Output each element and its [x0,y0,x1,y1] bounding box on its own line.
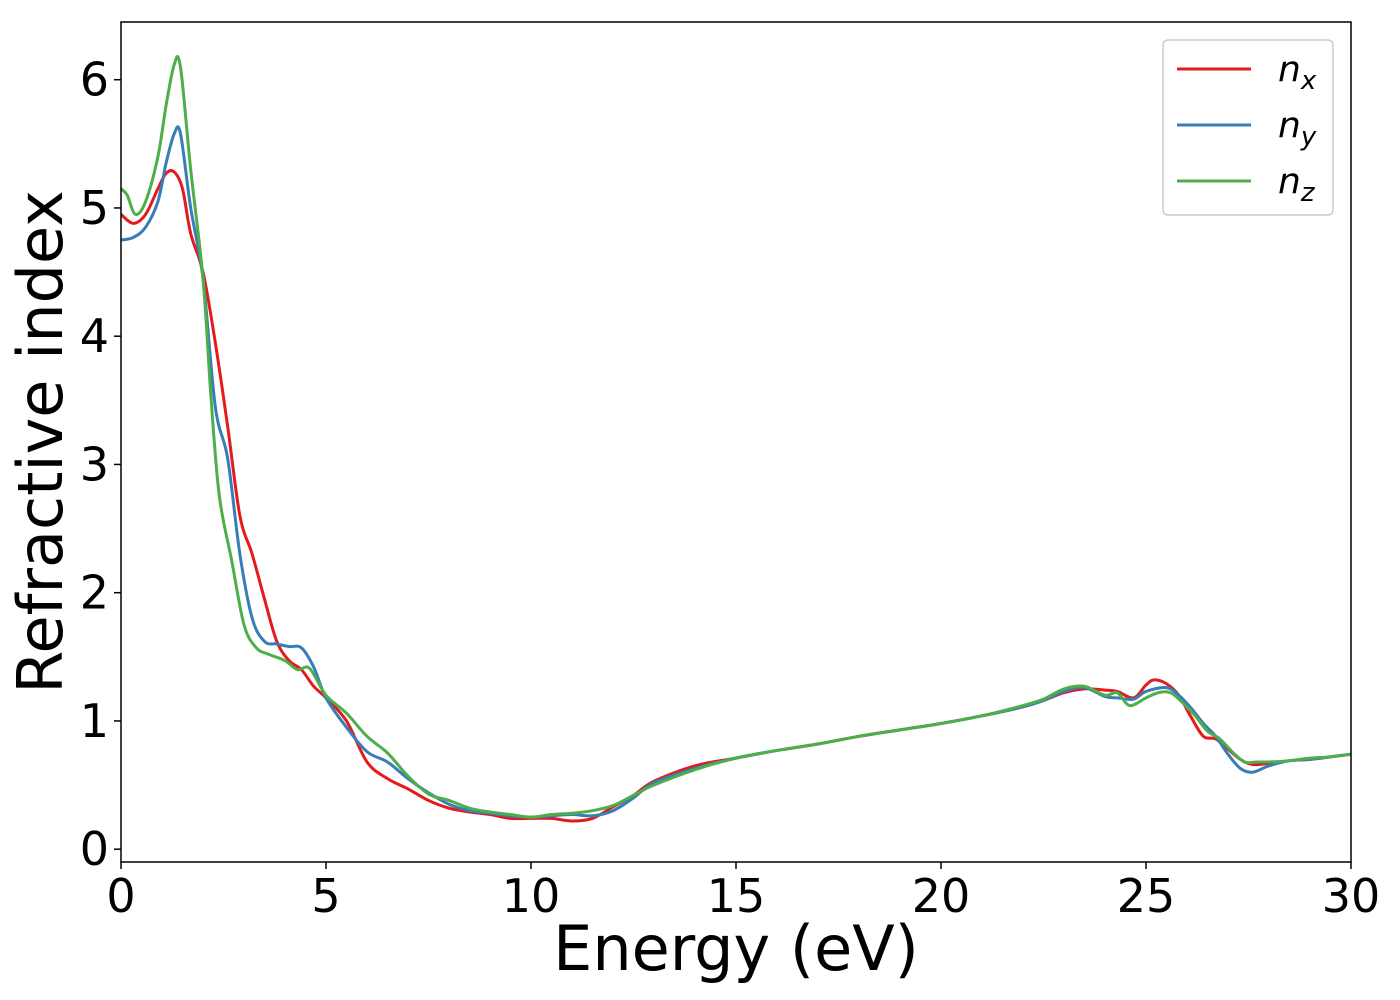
y-tick-label: 6 [80,53,109,107]
legend-box [1162,39,1334,216]
y-tick-label: 1 [80,694,109,748]
legend-label-nz: nz [1278,161,1316,208]
legend-label-nx: nx [1278,49,1317,96]
y-axis-title: Refractive index [4,190,77,694]
series-lines [121,55,1351,823]
x-tick-label: 20 [912,869,971,923]
y-tick-label: 0 [80,822,109,876]
legend: nx ny nz [1162,39,1334,216]
y-tick-label: 4 [80,309,109,363]
x-tick-label: 25 [1117,869,1176,923]
x-tick-label: 10 [502,869,561,923]
x-tick-label: 15 [707,869,766,923]
x-tick-label: 30 [1322,869,1381,923]
legend-label-ny: ny [1278,105,1317,152]
series-line-ny [121,125,1351,819]
x-axis-ticks: 0 5 10 15 20 25 30 [106,862,1380,923]
series-line-nx [121,169,1351,823]
x-axis-title: Energy (eV) [553,912,919,985]
y-tick-label: 2 [80,566,109,620]
y-axis-ticks: 0 1 2 3 4 5 6 [80,53,121,876]
series-line-nz [121,55,1351,819]
y-tick-label: 5 [80,181,109,235]
x-tick-label: 0 [106,869,135,923]
y-tick-label: 3 [80,437,109,491]
x-tick-label: 5 [311,869,340,923]
